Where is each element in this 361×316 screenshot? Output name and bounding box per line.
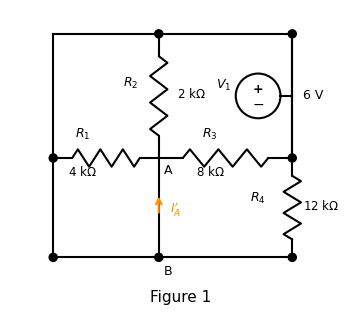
Text: $R_4$: $R_4$	[250, 191, 266, 206]
Text: $R_1$: $R_1$	[75, 127, 90, 142]
Text: −: −	[252, 98, 264, 112]
Text: $R_2$: $R_2$	[123, 76, 139, 91]
Circle shape	[49, 253, 57, 261]
Text: Figure 1: Figure 1	[150, 290, 211, 305]
Text: 8 k$\Omega$: 8 k$\Omega$	[196, 165, 224, 179]
Text: 2 k$\Omega$: 2 k$\Omega$	[177, 87, 206, 101]
Text: 12 k$\Omega$: 12 k$\Omega$	[303, 199, 339, 213]
Circle shape	[155, 253, 163, 261]
Text: $R_3$: $R_3$	[202, 127, 218, 142]
Circle shape	[288, 253, 296, 261]
Text: +: +	[253, 82, 264, 95]
Text: 6 V: 6 V	[303, 89, 323, 102]
Text: 4 k$\Omega$: 4 k$\Omega$	[68, 165, 97, 179]
Text: A: A	[164, 164, 172, 177]
Circle shape	[288, 30, 296, 38]
Circle shape	[155, 30, 163, 38]
Circle shape	[49, 154, 57, 162]
Text: $I_{A}'$: $I_{A}'$	[170, 200, 181, 218]
Circle shape	[288, 154, 296, 162]
Text: B: B	[164, 265, 172, 278]
Text: $V_1$: $V_1$	[216, 77, 231, 93]
